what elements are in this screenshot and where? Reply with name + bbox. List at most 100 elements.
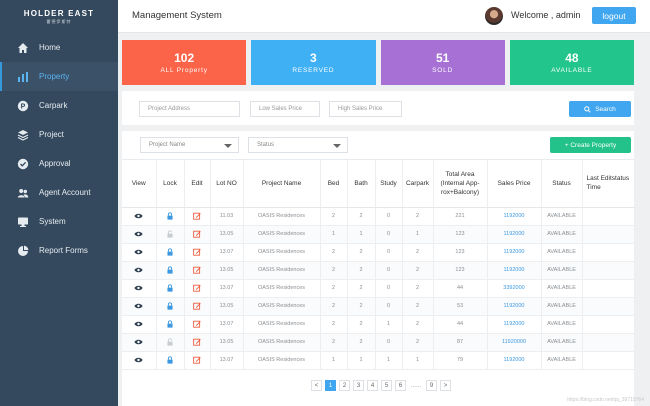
- lock-icon[interactable]: [156, 351, 185, 370]
- carpark-cell: 2: [402, 243, 434, 262]
- edit-icon[interactable]: [184, 261, 211, 280]
- edit-icon[interactable]: [184, 351, 211, 370]
- table-filters: Project Name Status + Create Property: [122, 131, 634, 160]
- pagination-page-5[interactable]: 5: [381, 380, 392, 391]
- lock-icon[interactable]: [156, 261, 185, 280]
- view-icon[interactable]: [122, 225, 157, 244]
- project-name-select[interactable]: Project Name: [140, 137, 239, 153]
- bed-cell: 2: [320, 333, 348, 352]
- pagination-prev-button[interactable]: <: [311, 380, 322, 391]
- study-cell: 0: [375, 279, 403, 298]
- carpark-cell: 2: [402, 333, 434, 352]
- sidebar-item-system[interactable]: System: [0, 207, 118, 236]
- stat-card-available[interactable]: 48 AVAILABLE: [509, 40, 634, 85]
- price-link[interactable]: 1192000: [487, 243, 542, 262]
- create-property-button[interactable]: + Create Property: [550, 137, 631, 153]
- price-link[interactable]: 3392000: [487, 279, 542, 298]
- view-icon[interactable]: [122, 279, 157, 298]
- area-cell: 123: [433, 243, 488, 262]
- bed-cell: 1: [320, 351, 348, 370]
- pagination-page-last[interactable]: 9: [426, 380, 438, 391]
- view-icon[interactable]: [122, 297, 157, 316]
- view-icon[interactable]: [122, 351, 157, 370]
- pagination-page-2[interactable]: 2: [339, 380, 350, 391]
- edit-icon[interactable]: [184, 243, 211, 262]
- low-sales-price-input[interactable]: Low Sales Price: [250, 101, 320, 117]
- status-cell: AVAILABLE: [541, 279, 583, 298]
- bath-cell: 2: [347, 315, 376, 334]
- last-edit-cell: [582, 351, 635, 370]
- price-link[interactable]: 1192000: [487, 297, 542, 316]
- layers-icon: [17, 129, 29, 141]
- edit-icon[interactable]: [184, 333, 211, 352]
- sidebar-item-label: Project: [39, 130, 64, 139]
- view-icon[interactable]: [122, 333, 157, 352]
- bed-cell: 2: [320, 261, 348, 280]
- carpark-cell: 1: [402, 351, 434, 370]
- lock-icon[interactable]: [156, 243, 185, 262]
- sidebar-item-property[interactable]: Property: [0, 62, 118, 91]
- area-cell: 123: [433, 225, 488, 244]
- study-cell: 0: [375, 243, 403, 262]
- stat-card-reserved[interactable]: 3 RESERVED: [251, 40, 376, 85]
- parking-icon: P: [17, 100, 29, 112]
- edit-icon[interactable]: [184, 279, 211, 298]
- price-link[interactable]: 1192000: [487, 225, 542, 244]
- stat-card-all-property[interactable]: 102 ALL Property: [122, 40, 247, 85]
- edit-icon[interactable]: [184, 315, 211, 334]
- lot-cell: 13.05: [210, 297, 244, 316]
- stat-card-sold[interactable]: 51 SOLD: [380, 40, 505, 85]
- unlock-icon[interactable]: [156, 333, 185, 352]
- lot-cell: 13.07: [210, 243, 244, 262]
- page-title: Management System: [132, 10, 222, 21]
- pagination-page-1[interactable]: 1: [325, 380, 336, 391]
- sidebar-item-report-forms[interactable]: Report Forms: [0, 236, 118, 265]
- avatar[interactable]: [485, 7, 503, 25]
- study-cell: 0: [375, 261, 403, 280]
- search-button[interactable]: Search: [569, 101, 631, 117]
- sidebar-nav: Home Property P Carpark Project Approval Agent…: [0, 33, 118, 265]
- price-link[interactable]: 11920000: [487, 333, 542, 352]
- view-icon[interactable]: [122, 243, 157, 262]
- sidebar-item-carpark[interactable]: P Carpark: [0, 91, 118, 120]
- bath-cell: 2: [347, 279, 376, 298]
- price-link[interactable]: 1192000: [487, 351, 542, 370]
- price-link[interactable]: 1192000: [487, 261, 542, 280]
- status-select[interactable]: Status: [248, 137, 348, 153]
- col-header-lock: Lock: [156, 160, 185, 208]
- sidebar-item-agent-account[interactable]: Agent Account: [0, 178, 118, 207]
- pagination-next-button[interactable]: >: [440, 380, 452, 391]
- project-address-input[interactable]: Project Address: [139, 101, 240, 117]
- lock-icon[interactable]: [156, 315, 185, 334]
- lock-icon[interactable]: [156, 297, 185, 316]
- pagination-page-6[interactable]: 6: [395, 380, 406, 391]
- table-row: 13.07 OASIS Residences 2 2 0 2 123 1192000 AVAIL…: [122, 243, 635, 262]
- unlock-icon[interactable]: [156, 225, 185, 244]
- area-cell: 53: [433, 297, 488, 316]
- study-cell: 0: [375, 297, 403, 316]
- edit-icon[interactable]: [184, 297, 211, 316]
- sidebar-item-home[interactable]: Home: [0, 33, 118, 62]
- chevron-down-icon: [333, 144, 341, 148]
- pagination-page-4[interactable]: 4: [367, 380, 378, 391]
- high-sales-price-input[interactable]: High Sales Price: [329, 101, 402, 117]
- edit-icon[interactable]: [184, 225, 211, 244]
- price-link[interactable]: 1192000: [487, 207, 542, 226]
- view-icon[interactable]: [122, 261, 157, 280]
- status-cell: AVAILABLE: [541, 225, 583, 244]
- sidebar-item-project[interactable]: Project: [0, 120, 118, 149]
- price-link[interactable]: 1192000: [487, 315, 542, 334]
- view-icon[interactable]: [122, 207, 157, 226]
- pagination-page-3[interactable]: 3: [353, 380, 364, 391]
- bed-cell: 2: [320, 297, 348, 316]
- view-icon[interactable]: [122, 315, 157, 334]
- watermark: https://blog.csdn.net/qq_39715764: [567, 397, 644, 403]
- lock-icon[interactable]: [156, 207, 185, 226]
- area-cell: 79: [433, 351, 488, 370]
- sidebar-item-approval[interactable]: Approval: [0, 149, 118, 178]
- lock-icon[interactable]: [156, 279, 185, 298]
- edit-icon[interactable]: [184, 207, 211, 226]
- logout-button[interactable]: logout: [592, 7, 636, 24]
- col-header-area-line3: rox+Balcony): [440, 188, 480, 196]
- carpark-cell: 2: [402, 261, 434, 280]
